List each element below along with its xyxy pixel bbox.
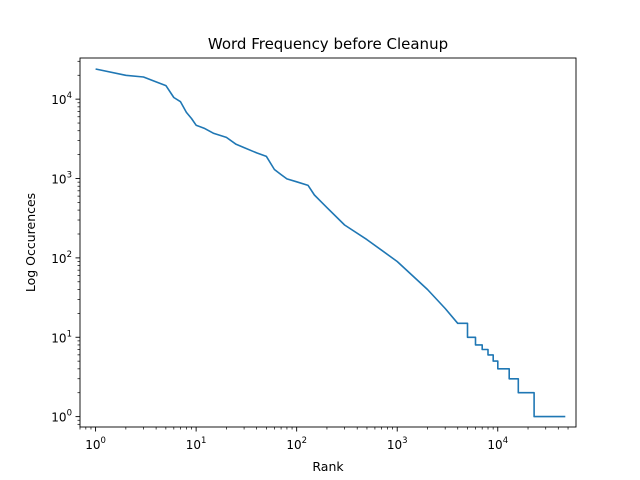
y-axis-title: Log Occurences (23, 193, 38, 292)
series-line (95, 68, 566, 418)
x-tick-label: 102 (286, 436, 307, 452)
y-axis-ticks: 100 101 102 103 104 (51, 60, 80, 425)
y-tick-label: 102 (51, 250, 72, 266)
y-tick-label: 101 (51, 329, 72, 345)
y-tick-label: 100 (51, 409, 72, 425)
y-tick-label: 104 (51, 91, 72, 107)
plot-frame (79, 57, 577, 428)
x-tick-label: 103 (387, 436, 408, 452)
x-axis-ticks: 100 101 102 103 104 (79, 427, 569, 452)
x-tick-label: 104 (487, 436, 508, 452)
x-tick-label: 101 (186, 436, 207, 452)
chart-title: Word Frequency before Cleanup (208, 35, 448, 53)
y-tick-label: 103 (51, 171, 72, 187)
x-tick-label: 100 (85, 436, 106, 452)
x-axis-title: Rank (312, 459, 344, 474)
